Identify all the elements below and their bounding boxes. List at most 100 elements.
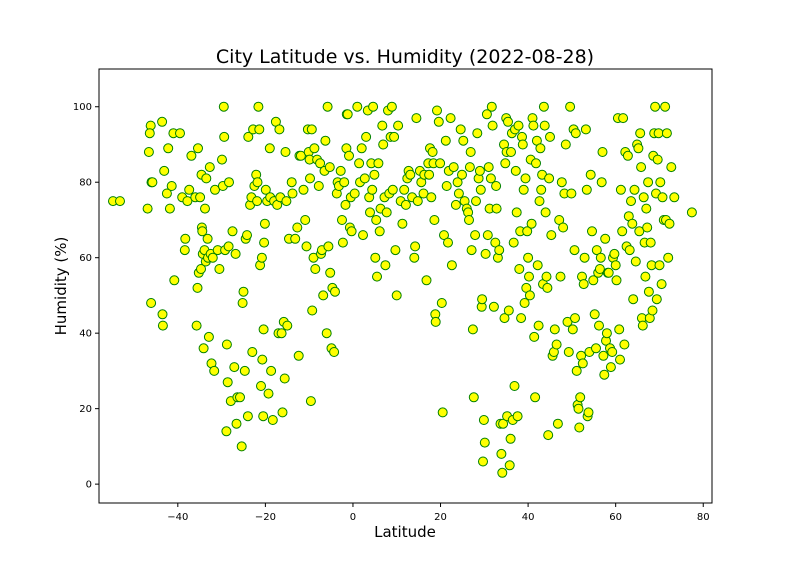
data-point bbox=[207, 252, 218, 263]
data-point bbox=[435, 158, 446, 169]
data-point bbox=[157, 320, 168, 331]
data-point bbox=[282, 320, 293, 331]
data-point bbox=[298, 184, 309, 195]
data-point bbox=[643, 286, 654, 297]
data-point bbox=[437, 407, 448, 418]
data-point bbox=[477, 294, 488, 305]
data-point bbox=[301, 241, 312, 252]
data-point bbox=[157, 116, 168, 127]
data-point bbox=[374, 226, 385, 237]
data-point bbox=[279, 373, 290, 384]
data-point bbox=[305, 173, 315, 184]
data-point bbox=[571, 365, 582, 376]
data-point bbox=[198, 343, 209, 354]
data-point bbox=[626, 196, 636, 207]
data-point bbox=[367, 184, 378, 195]
data-point bbox=[373, 158, 384, 169]
data-point bbox=[536, 184, 547, 195]
data-point bbox=[411, 113, 422, 124]
data-point bbox=[253, 101, 264, 112]
data-point bbox=[287, 188, 298, 199]
data-point bbox=[306, 124, 317, 135]
x-tick-label: −20 bbox=[255, 512, 276, 523]
data-point bbox=[504, 460, 515, 471]
y-axis-label: Humidity (%) bbox=[52, 237, 70, 336]
data-point bbox=[524, 271, 534, 282]
data-point bbox=[465, 147, 476, 157]
data-point bbox=[324, 162, 335, 173]
x-tick-label: 0 bbox=[350, 512, 356, 523]
data-point bbox=[342, 109, 353, 120]
data-point bbox=[474, 165, 485, 176]
data-point bbox=[541, 271, 552, 282]
data-point bbox=[483, 162, 494, 173]
data-point bbox=[630, 256, 641, 267]
data-point bbox=[574, 422, 585, 433]
data-point bbox=[538, 101, 549, 112]
data-point bbox=[115, 196, 125, 207]
data-point bbox=[344, 150, 354, 161]
data-point bbox=[566, 188, 577, 199]
data-point bbox=[600, 233, 611, 244]
plot-frame bbox=[98, 68, 713, 504]
data-point bbox=[377, 120, 388, 131]
data-point bbox=[305, 396, 316, 407]
data-point bbox=[231, 418, 242, 429]
data-point bbox=[242, 230, 252, 241]
data-point bbox=[543, 430, 554, 441]
y-tick-label: 100 bbox=[73, 102, 92, 113]
data-point bbox=[513, 120, 524, 131]
data-point bbox=[182, 196, 193, 207]
data-point bbox=[455, 124, 466, 135]
data-point bbox=[651, 294, 662, 305]
data-point bbox=[221, 339, 232, 350]
data-point bbox=[491, 181, 502, 191]
data-point bbox=[522, 226, 533, 237]
y-tick-label: 40 bbox=[79, 329, 92, 340]
data-point bbox=[192, 282, 203, 293]
data-point bbox=[579, 252, 590, 263]
data-point bbox=[378, 139, 389, 150]
points-layer bbox=[108, 101, 697, 478]
data-point bbox=[529, 331, 540, 342]
data-point bbox=[169, 275, 180, 286]
data-point bbox=[337, 237, 348, 248]
data-point bbox=[655, 177, 666, 188]
data-point bbox=[354, 158, 365, 169]
data-point bbox=[558, 222, 569, 233]
data-point bbox=[372, 271, 382, 282]
data-point bbox=[591, 245, 602, 256]
data-point bbox=[393, 120, 404, 131]
data-point bbox=[277, 407, 288, 418]
data-point bbox=[418, 188, 429, 199]
data-point bbox=[163, 143, 174, 154]
data-point bbox=[286, 177, 297, 188]
data-point bbox=[258, 324, 269, 335]
data-point bbox=[371, 215, 382, 225]
data-point bbox=[617, 226, 628, 237]
data-point bbox=[589, 309, 600, 320]
data-point bbox=[290, 233, 301, 244]
data-point bbox=[436, 298, 447, 308]
x-tick-label: 80 bbox=[697, 512, 710, 523]
data-point bbox=[239, 365, 250, 376]
data-point bbox=[642, 222, 653, 233]
data-point bbox=[175, 128, 185, 139]
data-point bbox=[217, 154, 227, 165]
data-point bbox=[491, 203, 502, 214]
data-point bbox=[440, 135, 451, 146]
data-point bbox=[478, 415, 489, 425]
data-point bbox=[591, 343, 601, 354]
data-point bbox=[587, 226, 597, 237]
data-point bbox=[330, 286, 340, 297]
data-point bbox=[203, 331, 214, 342]
data-point bbox=[552, 418, 563, 429]
data-point bbox=[166, 181, 177, 191]
data-point bbox=[410, 241, 421, 252]
data-point bbox=[307, 305, 318, 316]
data-point bbox=[471, 196, 481, 207]
y-axis: 0 20 40 60 80 100 bbox=[73, 102, 99, 491]
data-point bbox=[267, 415, 278, 425]
data-point bbox=[409, 252, 420, 263]
data-point bbox=[534, 196, 545, 207]
